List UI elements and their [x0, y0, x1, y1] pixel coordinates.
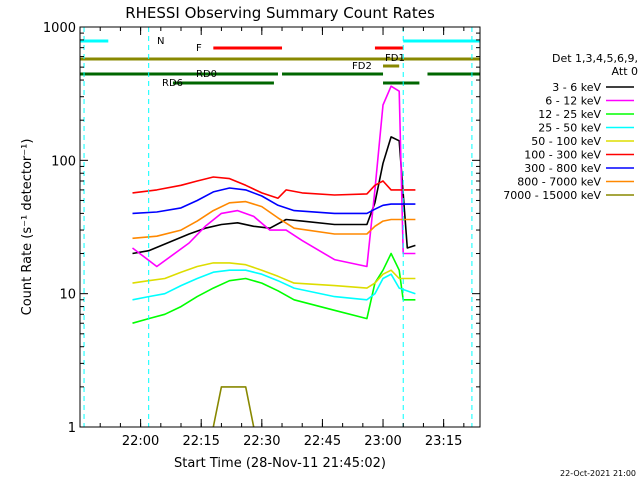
plot-frame: [79, 26, 481, 428]
y-tick-label: 100: [51, 154, 76, 169]
legend-label-5: 100 - 300 keV: [524, 149, 601, 162]
legend-header: Att 0: [612, 65, 638, 78]
flag-label: RD0: [196, 69, 217, 80]
flag-label: FD2: [352, 61, 372, 72]
legend-label-4: 50 - 100 keV: [531, 135, 601, 148]
y-tick-label: 1000: [43, 21, 76, 36]
cyan-dashed-markers: [83, 27, 473, 427]
legend-label-1: 6 - 12 keV: [545, 95, 601, 108]
series-line-1: [132, 85, 416, 268]
series-line-5: [132, 176, 416, 199]
x-tick-label: 23:15: [425, 434, 462, 449]
x-tick-label: 22:30: [243, 434, 280, 449]
flag-label: N: [157, 36, 164, 47]
series-line-6: [132, 187, 416, 215]
y-axis: 1 10 100 1000: [43, 21, 480, 436]
flag-bars: N F FD1 FD2 RD0 RD6: [80, 36, 480, 89]
x-tick-label: 22:15: [182, 434, 219, 449]
flag-label: F: [196, 43, 202, 54]
flag-label: FD1: [385, 53, 405, 64]
series-line-8: [212, 386, 255, 428]
series-line-3: [132, 269, 416, 301]
y-axis-label: Count Rate (s⁻¹ detector⁻¹): [20, 139, 35, 316]
series-line-2: [132, 252, 416, 324]
legend-label-2: 12 - 25 keV: [538, 108, 601, 121]
chart-title: RHESSI Observing Summary Count Rates: [125, 4, 435, 22]
series-line-7: [132, 200, 416, 240]
series-group: [132, 85, 416, 428]
legend-label-6: 300 - 800 keV: [524, 162, 601, 175]
legend-label-7: 800 - 7000 keV: [517, 176, 601, 189]
x-tick-label: 22:45: [304, 434, 341, 449]
y-tick-label: 10: [59, 288, 76, 303]
legend-label-3: 25 - 50 keV: [538, 122, 601, 135]
footer-timestamp: 22-Oct-2021 21:00: [560, 469, 636, 478]
x-axis-label: Start Time (28-Nov-11 21:45:02): [174, 456, 386, 471]
legend-label-0: 3 - 6 keV: [552, 81, 601, 94]
x-tick-label: 22:00: [122, 434, 159, 449]
y-tick-label: 1: [68, 421, 76, 436]
x-axis: 22:00 22:15 22:30 22:45 23:00 23:15: [79, 27, 465, 449]
series-line-4: [132, 262, 416, 289]
flag-label: RD6: [162, 78, 183, 89]
legend-header: Det 1,3,4,5,6,9,: [552, 52, 638, 65]
x-tick-label: 23:00: [364, 434, 401, 449]
legend-label-8: 7000 - 15000 keV: [503, 189, 601, 202]
